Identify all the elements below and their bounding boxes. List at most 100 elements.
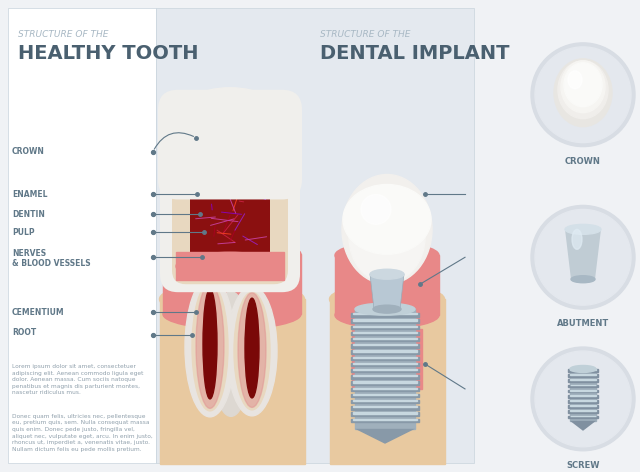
Ellipse shape [571, 276, 595, 283]
Bar [353, 388, 417, 389]
Text: DENTIN: DENTIN [12, 210, 45, 219]
Ellipse shape [196, 284, 224, 408]
Bar [353, 394, 417, 395]
Text: & BLOOD VESSELS: & BLOOD VESSELS [12, 259, 91, 268]
Text: STRUCTURE OF THE: STRUCTURE OF THE [18, 30, 109, 39]
Bar [568, 390, 598, 392]
Bar [160, 299, 305, 464]
Ellipse shape [373, 305, 401, 313]
Ellipse shape [192, 283, 228, 411]
Circle shape [531, 43, 635, 147]
Bar [351, 369, 419, 372]
Ellipse shape [234, 292, 270, 410]
Bar [355, 309, 415, 429]
Text: HEALTHY TOOTH: HEALTHY TOOTH [18, 44, 198, 63]
Bar [353, 350, 417, 352]
Text: DENTAL IMPLANT: DENTAL IMPLANT [320, 44, 509, 63]
Circle shape [531, 347, 635, 451]
Text: NERVES: NERVES [12, 249, 46, 258]
Bar [351, 381, 419, 385]
Ellipse shape [176, 88, 284, 148]
Bar [351, 326, 419, 329]
Bar [353, 326, 417, 327]
Ellipse shape [554, 59, 612, 126]
Bar [568, 411, 598, 413]
Bar [570, 379, 596, 380]
Ellipse shape [568, 71, 582, 89]
Bar [351, 388, 419, 391]
Circle shape [535, 210, 631, 305]
Bar [351, 350, 419, 354]
Bar [568, 379, 598, 382]
Text: ROOT: ROOT [12, 328, 36, 337]
Polygon shape [355, 429, 415, 444]
Ellipse shape [355, 303, 415, 315]
Bar [335, 255, 439, 315]
Bar [176, 253, 284, 280]
Bar [330, 299, 445, 464]
Bar [568, 385, 598, 387]
Bar [568, 395, 598, 397]
Bar [351, 394, 419, 397]
Bar [8, 8, 156, 463]
Ellipse shape [370, 269, 404, 279]
Ellipse shape [335, 302, 439, 328]
Polygon shape [370, 274, 404, 309]
Polygon shape [570, 421, 596, 431]
Ellipse shape [572, 229, 582, 249]
Bar [568, 374, 598, 377]
Ellipse shape [558, 61, 608, 118]
Bar [353, 375, 417, 377]
Bar [351, 338, 419, 341]
Ellipse shape [227, 286, 277, 416]
Bar [353, 381, 417, 383]
Ellipse shape [335, 242, 439, 268]
Bar [351, 332, 419, 335]
Text: STRUCTURE OF THE: STRUCTURE OF THE [320, 30, 410, 39]
Ellipse shape [342, 175, 432, 284]
Bar [351, 356, 419, 360]
Bar [568, 369, 598, 371]
Ellipse shape [203, 289, 217, 399]
Bar [353, 313, 417, 314]
Bar [351, 413, 419, 416]
Bar [351, 363, 419, 366]
Bar [351, 406, 419, 410]
Ellipse shape [238, 293, 266, 407]
Ellipse shape [349, 193, 425, 282]
Bar [570, 400, 596, 401]
Text: CEMENTIUM: CEMENTIUM [12, 308, 65, 317]
Bar [351, 400, 419, 404]
Bar [570, 374, 596, 375]
Ellipse shape [330, 284, 445, 314]
Ellipse shape [564, 63, 602, 107]
Ellipse shape [163, 239, 301, 269]
Ellipse shape [565, 224, 601, 235]
Polygon shape [565, 229, 601, 279]
Text: Donec quam felis, ultricies nec, pellentesque
eu, pretium quis, sem. Nulla conse: Donec quam felis, ultricies nec, pellent… [12, 414, 153, 452]
Bar [570, 369, 596, 370]
Ellipse shape [570, 365, 596, 372]
Bar [353, 356, 417, 358]
Circle shape [535, 47, 631, 143]
Ellipse shape [343, 185, 431, 254]
Text: SCREW: SCREW [566, 461, 600, 470]
FancyBboxPatch shape [190, 130, 270, 269]
Bar [351, 419, 419, 422]
Bar [351, 320, 419, 323]
Ellipse shape [361, 194, 391, 224]
Ellipse shape [245, 298, 259, 398]
Bar [353, 363, 417, 364]
Bar [353, 400, 417, 401]
Text: Lorem ipsum dolor sit amet, consectetuer
adipiscing elit. Aenean commodo ligula : Lorem ipsum dolor sit amet, consectetuer… [12, 364, 143, 396]
Bar [156, 8, 474, 463]
Bar [351, 344, 419, 347]
Ellipse shape [352, 339, 422, 399]
Bar [353, 419, 417, 420]
Bar [163, 254, 301, 314]
Bar [570, 395, 596, 396]
Bar [351, 375, 419, 379]
Bar [352, 329, 422, 389]
Text: ABUTMENT: ABUTMENT [557, 319, 609, 328]
Text: CROWN: CROWN [12, 147, 45, 156]
